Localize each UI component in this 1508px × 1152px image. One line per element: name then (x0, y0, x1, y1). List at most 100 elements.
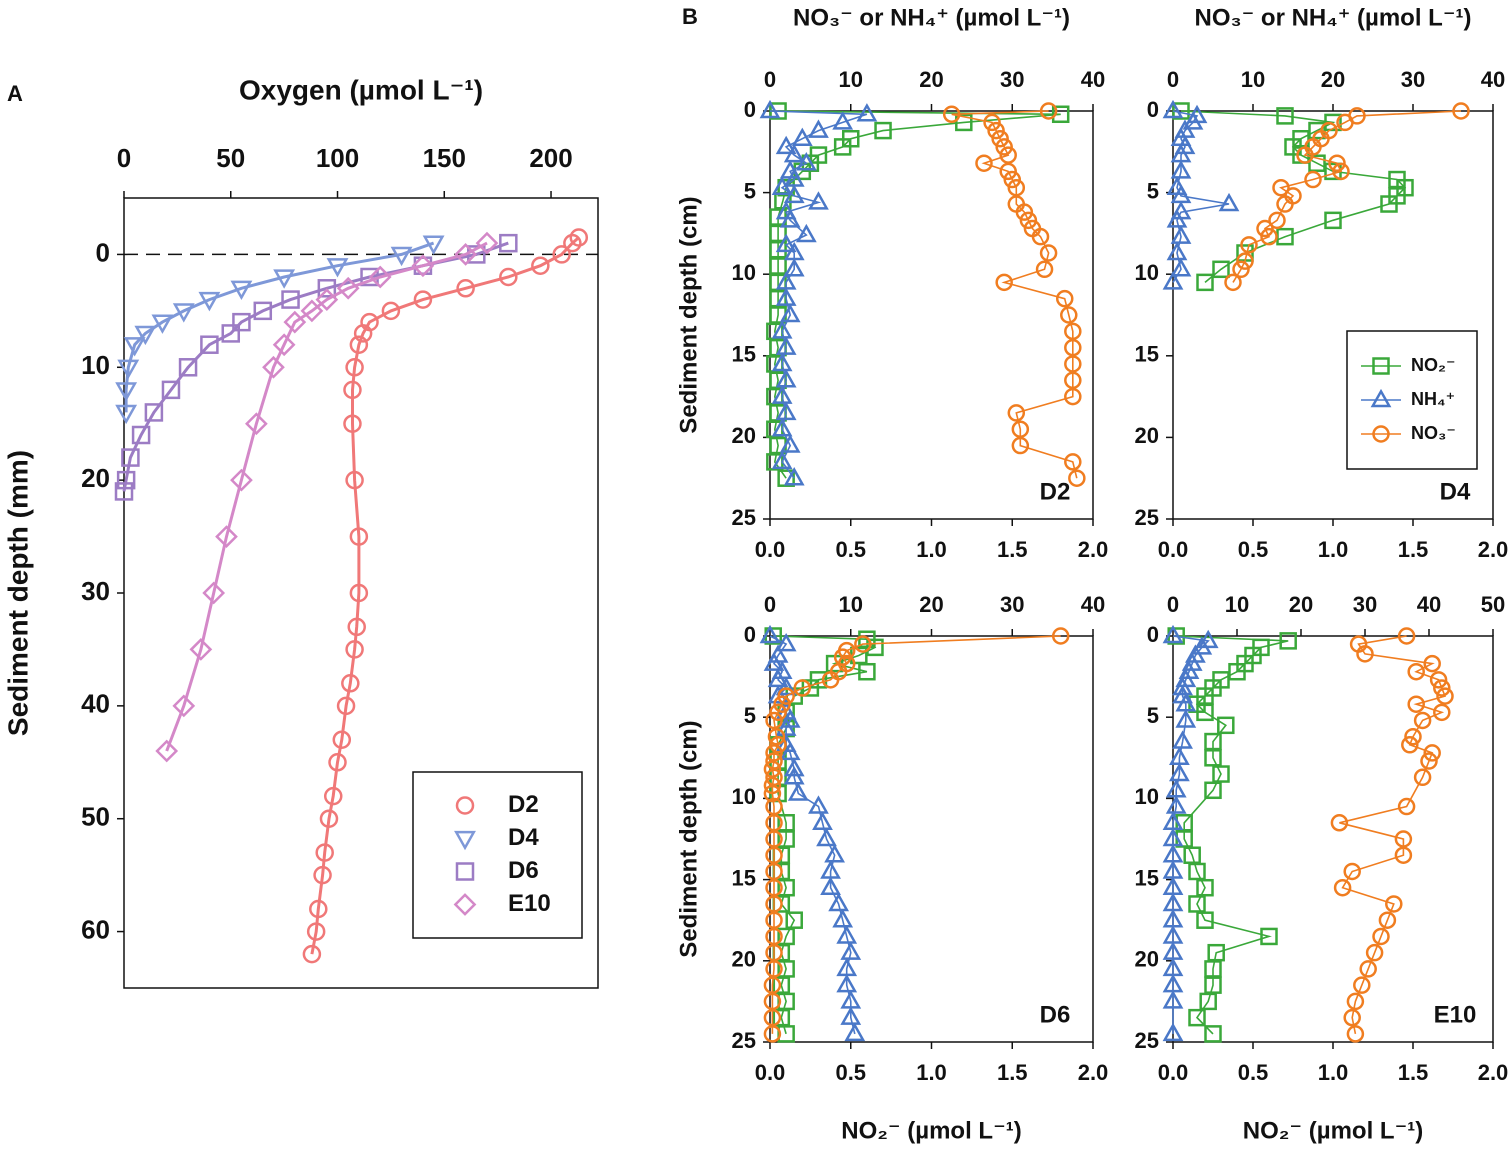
marker (1172, 676, 1193, 696)
marker (215, 525, 238, 548)
marker (854, 635, 872, 653)
marker (775, 632, 797, 652)
marker (999, 146, 1017, 164)
marker (1003, 170, 1021, 189)
legend-label: E10 (508, 890, 551, 917)
marker (824, 844, 845, 863)
marker (455, 796, 475, 815)
marker (1268, 211, 1286, 230)
marker (368, 265, 392, 289)
marker (771, 418, 793, 437)
marker (816, 827, 837, 847)
marker (1332, 162, 1350, 181)
y-tick-label: 0 (1147, 622, 1159, 647)
marker (874, 121, 892, 140)
marker (783, 184, 805, 204)
marker (221, 324, 241, 343)
y-axis-label: Sediment depth (cm) (675, 196, 702, 433)
marker (172, 303, 195, 323)
marker (1217, 716, 1235, 735)
legend-box (1346, 330, 1478, 470)
marker (1224, 273, 1242, 292)
series (1167, 627, 1297, 1043)
marker (1413, 711, 1432, 730)
x2-tick-label: 40 (1417, 592, 1441, 617)
x-tick-label: 1.5 (1398, 537, 1429, 562)
y-tick-label: 5 (1147, 703, 1159, 728)
marker (1199, 992, 1217, 1011)
marker (319, 809, 339, 828)
marker (1433, 679, 1451, 697)
marker (1304, 170, 1322, 189)
marker (763, 1025, 782, 1043)
marker (353, 324, 373, 343)
x-tick-label: 0.5 (835, 1060, 866, 1085)
series-line (769, 110, 868, 479)
marker (1296, 146, 1314, 164)
marker (300, 299, 324, 323)
marker (1330, 814, 1349, 832)
y-tick-label: 10 (1135, 260, 1159, 285)
marker (844, 1022, 866, 1042)
marker (232, 312, 251, 332)
marker (999, 162, 1017, 181)
marker (1232, 260, 1250, 279)
y-tick-label: 20 (732, 423, 756, 448)
marker (1372, 425, 1390, 443)
marker (765, 768, 783, 787)
marker (836, 925, 858, 944)
marker (315, 288, 339, 311)
series (115, 235, 445, 425)
marker (840, 1006, 862, 1025)
panel-label: E10 (1434, 1001, 1477, 1028)
marker (1401, 736, 1419, 754)
marker (1169, 762, 1190, 782)
series-line (165, 241, 488, 752)
marker (453, 893, 477, 916)
marker (975, 154, 993, 172)
x2-tick-label: 10 (1225, 592, 1249, 617)
x2-tick-label: 0 (764, 67, 776, 92)
marker (1064, 355, 1082, 373)
y-tick-label: 0 (1147, 97, 1159, 122)
marker (775, 135, 797, 155)
marker (1372, 357, 1390, 375)
marker (1276, 195, 1294, 213)
y-tick-label: 15 (732, 865, 756, 890)
marker (456, 279, 475, 298)
marker (115, 404, 138, 425)
marker (763, 784, 782, 803)
marker (1204, 1025, 1222, 1043)
marker (769, 703, 787, 722)
marker (1064, 338, 1082, 357)
marker (1212, 260, 1230, 279)
x2-tick-label: 20 (1289, 592, 1313, 617)
marker (1324, 211, 1342, 230)
marker (1039, 244, 1058, 262)
marker (1346, 992, 1365, 1011)
marker (253, 301, 273, 321)
y-tick-label: 5 (1147, 178, 1159, 203)
y-tick-label: 25 (1135, 505, 1159, 530)
y-tick-label: 25 (1135, 1028, 1159, 1053)
marker (793, 679, 812, 697)
marker (791, 127, 813, 146)
series-line (124, 241, 435, 413)
x2-tick-label: 20 (919, 67, 943, 92)
y-tick-label: 10 (81, 350, 110, 380)
y-tick-label: 60 (81, 914, 110, 944)
x2-tick-label: 0 (764, 592, 776, 617)
marker (836, 973, 858, 993)
x-tick-label: 0.5 (1238, 1060, 1269, 1085)
marker (144, 403, 164, 422)
marker (765, 711, 783, 730)
marker (1039, 102, 1058, 120)
series-line (1232, 110, 1462, 283)
marker (783, 757, 805, 777)
x-tick-label: 0.5 (835, 537, 866, 562)
marker (1182, 111, 1204, 130)
marker (326, 258, 349, 278)
marker (1394, 846, 1413, 864)
marker (1055, 289, 1074, 308)
